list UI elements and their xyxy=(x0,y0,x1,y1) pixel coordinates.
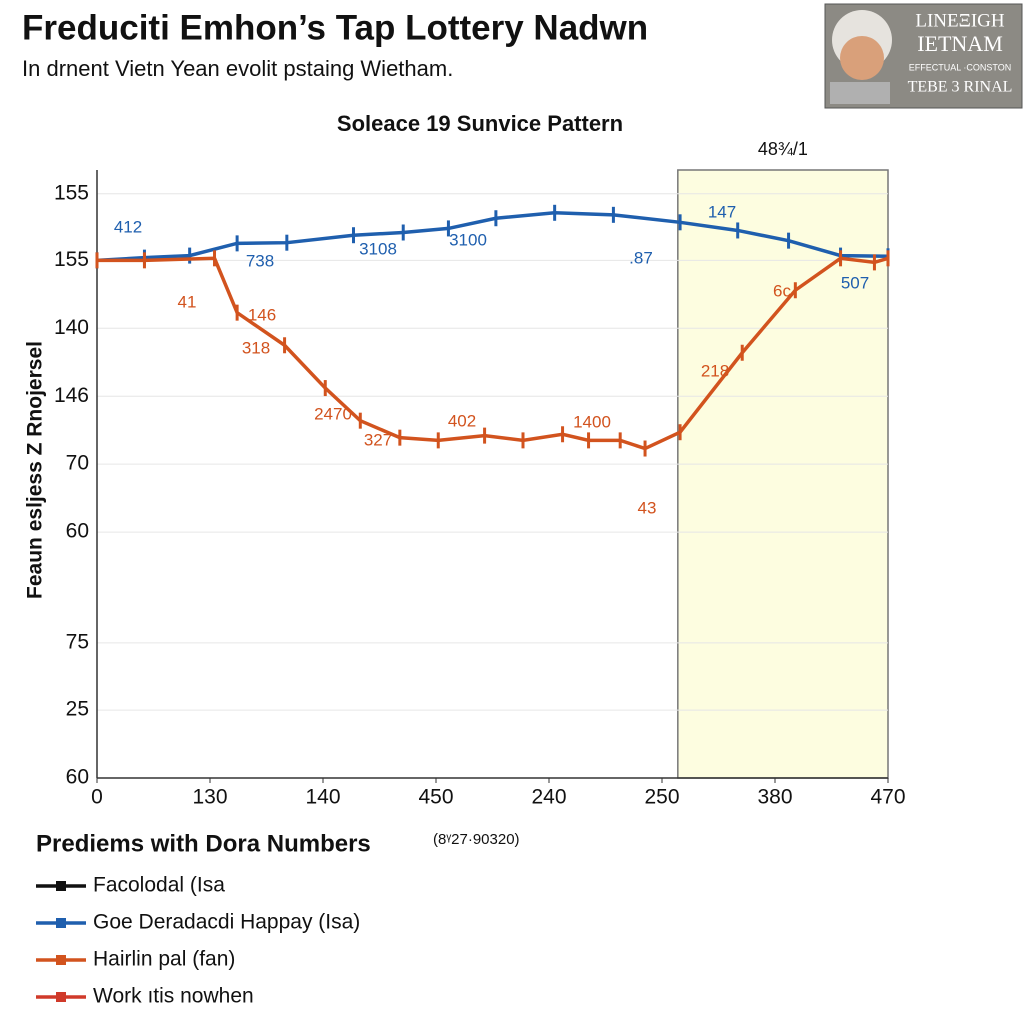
x-tick-label: 240 xyxy=(531,786,566,809)
x-tick-label: 250 xyxy=(644,786,679,809)
annotation: 3108 xyxy=(359,239,397,258)
page-title: Freduciti Emhon’s Tap Lottery Nadwn xyxy=(22,8,648,47)
x-tick-label: 130 xyxy=(192,786,227,809)
y-tick-label: 140 xyxy=(54,316,89,339)
chart-title: Soleace 19 Sunvice Pattern xyxy=(337,111,623,136)
annotation: 1400 xyxy=(573,412,611,431)
annotation: 402 xyxy=(448,411,476,430)
legend-marker xyxy=(56,955,66,965)
logo-text: LINEΞIGH xyxy=(915,10,1005,31)
logo: LINEΞIGH IETNAM EFFECTUAL ·CONSTON TEBE … xyxy=(824,3,1023,109)
highlight-label: 48¾/1 xyxy=(758,139,808,159)
annotation: 318 xyxy=(242,338,270,357)
x-tick-label: 380 xyxy=(757,786,792,809)
annotation: 218 xyxy=(701,361,729,380)
y-tick-label: 155 xyxy=(54,181,89,204)
logo-shirt xyxy=(830,82,890,104)
legend-marker xyxy=(56,992,66,1002)
annotation: 3100 xyxy=(449,230,487,249)
y-axis-label: Feaun esljess Z Rnojersel xyxy=(24,341,47,599)
annotation: 41 xyxy=(178,292,197,311)
legend-note: (8ᵞ27·90320) xyxy=(433,831,520,848)
annotation: 146 xyxy=(248,305,276,324)
x-tick-label: 0 xyxy=(91,786,103,809)
legend-label: Goe Deradacdi Happay (Isa) xyxy=(93,911,360,934)
annotation: 6c xyxy=(773,281,791,300)
annotation: 738 xyxy=(246,251,274,270)
y-tick-label: 60 xyxy=(66,766,89,789)
legend-label: Hairlin pal (fan) xyxy=(93,948,235,971)
highlight-region xyxy=(677,169,889,779)
annotation: 412 xyxy=(114,217,142,236)
annotation: 43 xyxy=(638,498,657,517)
y-tick-label: 75 xyxy=(66,630,89,653)
logo-text: EFFECTUAL ·CONSTON xyxy=(909,62,1012,72)
annotation: 147 xyxy=(708,202,736,221)
legend-marker xyxy=(56,918,66,928)
y-tick-label: 25 xyxy=(66,698,89,721)
logo-text: TEBE 3 RINAL xyxy=(908,79,1013,96)
legend-label: Work ıtis nowhen xyxy=(93,985,254,1008)
annotation: 327 xyxy=(364,430,392,449)
logo-face xyxy=(840,36,884,80)
y-tick-label: 146 xyxy=(54,384,89,407)
logo-text: IETNAM xyxy=(917,31,1003,56)
x-tick-label: 140 xyxy=(305,786,340,809)
x-tick-label: 470 xyxy=(870,786,905,809)
series-line xyxy=(96,211,889,263)
legend-title: Prediems with Dora Numbers xyxy=(36,830,371,857)
y-tick-label: 60 xyxy=(66,520,89,543)
y-tick-label: 70 xyxy=(66,452,89,475)
annotation: 507 xyxy=(841,273,869,292)
legend-label: Facolodal (Isa xyxy=(93,874,225,897)
x-tick-label: 450 xyxy=(418,786,453,809)
legend-marker xyxy=(56,881,66,891)
annotation: .87 xyxy=(629,248,653,267)
y-tick-label: 155 xyxy=(54,248,89,271)
subtitle: In drnent Vietn Yean evolit pstaing Wiet… xyxy=(22,56,453,81)
annotation: 2470 xyxy=(314,404,352,423)
